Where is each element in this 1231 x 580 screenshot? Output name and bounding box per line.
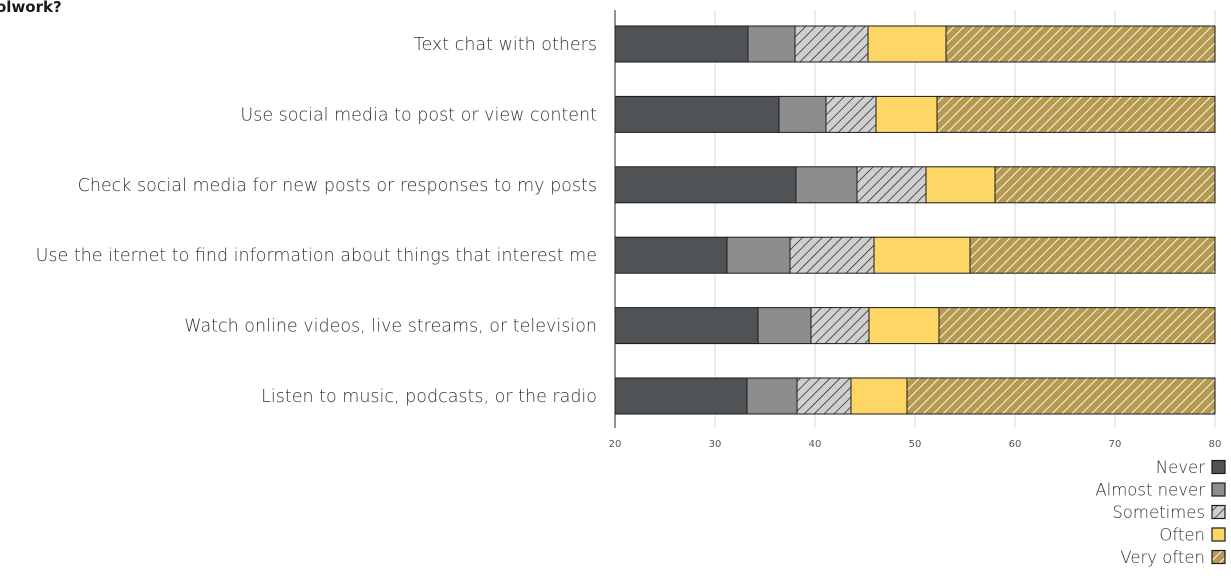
legend: Never Almost never Sometimes Often Very ofte…: [1095, 458, 1226, 567]
x-tick-label: 50: [909, 439, 922, 450]
bar-very-often: [938, 307, 1216, 345]
x-tick-label: 60: [1009, 439, 1022, 450]
grid-lines: [714, 10, 1216, 428]
bar-often: [867, 25, 947, 63]
bar-sometimes: [856, 166, 927, 204]
bar-sometimes: [810, 307, 870, 345]
bar-very-often: [994, 166, 1216, 204]
category-label: Watch online videos, live streams, or te…: [184, 317, 597, 337]
legend-swatch-very-often: [1211, 549, 1226, 565]
x-tick-label: 20: [609, 439, 622, 450]
x-tick-label: 70: [1109, 439, 1122, 450]
legend-label-sometimes: Sometimes: [1112, 503, 1205, 522]
bar-almost-never: [746, 377, 798, 415]
legend-label-often: Often: [1159, 526, 1205, 545]
category-label: Text chat with others: [414, 35, 597, 55]
bar-never: [614, 95, 780, 133]
bar-sometimes: [796, 377, 852, 415]
bar-very-often: [945, 25, 1216, 63]
bar-often: [875, 95, 938, 133]
legend-label-never: Never: [1156, 458, 1205, 477]
category-label: Check social media for new posts or resp…: [78, 176, 597, 196]
category-labels: Text chat with others Use social media to…: [36, 35, 598, 407]
x-tick-label: 30: [709, 439, 722, 450]
bar-almost-never: [747, 25, 796, 63]
legend-label-almost-never: Almost never: [1095, 481, 1205, 500]
legend-swatch-never: [1211, 459, 1226, 475]
bar-very-often: [969, 236, 1216, 274]
x-tick-label: 40: [809, 439, 822, 450]
legend-label-very-often: Very often: [1120, 548, 1205, 567]
bar-very-often: [906, 377, 1216, 415]
bar-never: [614, 307, 759, 345]
bar-sometimes: [825, 95, 877, 133]
bar-often: [868, 307, 940, 345]
bar-never: [614, 25, 749, 63]
legend-swatch-almost-never: [1211, 482, 1226, 497]
bar-never: [614, 236, 728, 274]
bar-often: [850, 377, 908, 415]
x-axis: 20 30 40 50 60 70 80: [609, 10, 1222, 450]
bar-sometimes: [794, 25, 869, 63]
bar-never: [614, 377, 748, 415]
bar-almost-never: [795, 166, 858, 204]
category-label: Use social media to post or view content: [240, 105, 597, 125]
bar-often: [873, 236, 971, 274]
category-label: Use the iternet to find information abou…: [36, 246, 597, 266]
bar-often: [925, 166, 996, 204]
chart-title: olwork?: [0, 0, 62, 16]
bar-never: [614, 166, 797, 204]
bar-almost-never: [726, 236, 791, 274]
bar-sometimes: [789, 236, 875, 274]
bar-very-often: [936, 95, 1216, 133]
legend-swatch-sometimes: [1211, 504, 1226, 520]
bar-almost-never: [778, 95, 827, 133]
bar-almost-never: [757, 307, 812, 345]
x-tick-label: 80: [1209, 439, 1222, 450]
category-label: Listen to music, podcasts, or the radio: [261, 387, 597, 407]
bars: [614, 25, 1216, 415]
legend-swatch-often: [1211, 527, 1226, 542]
